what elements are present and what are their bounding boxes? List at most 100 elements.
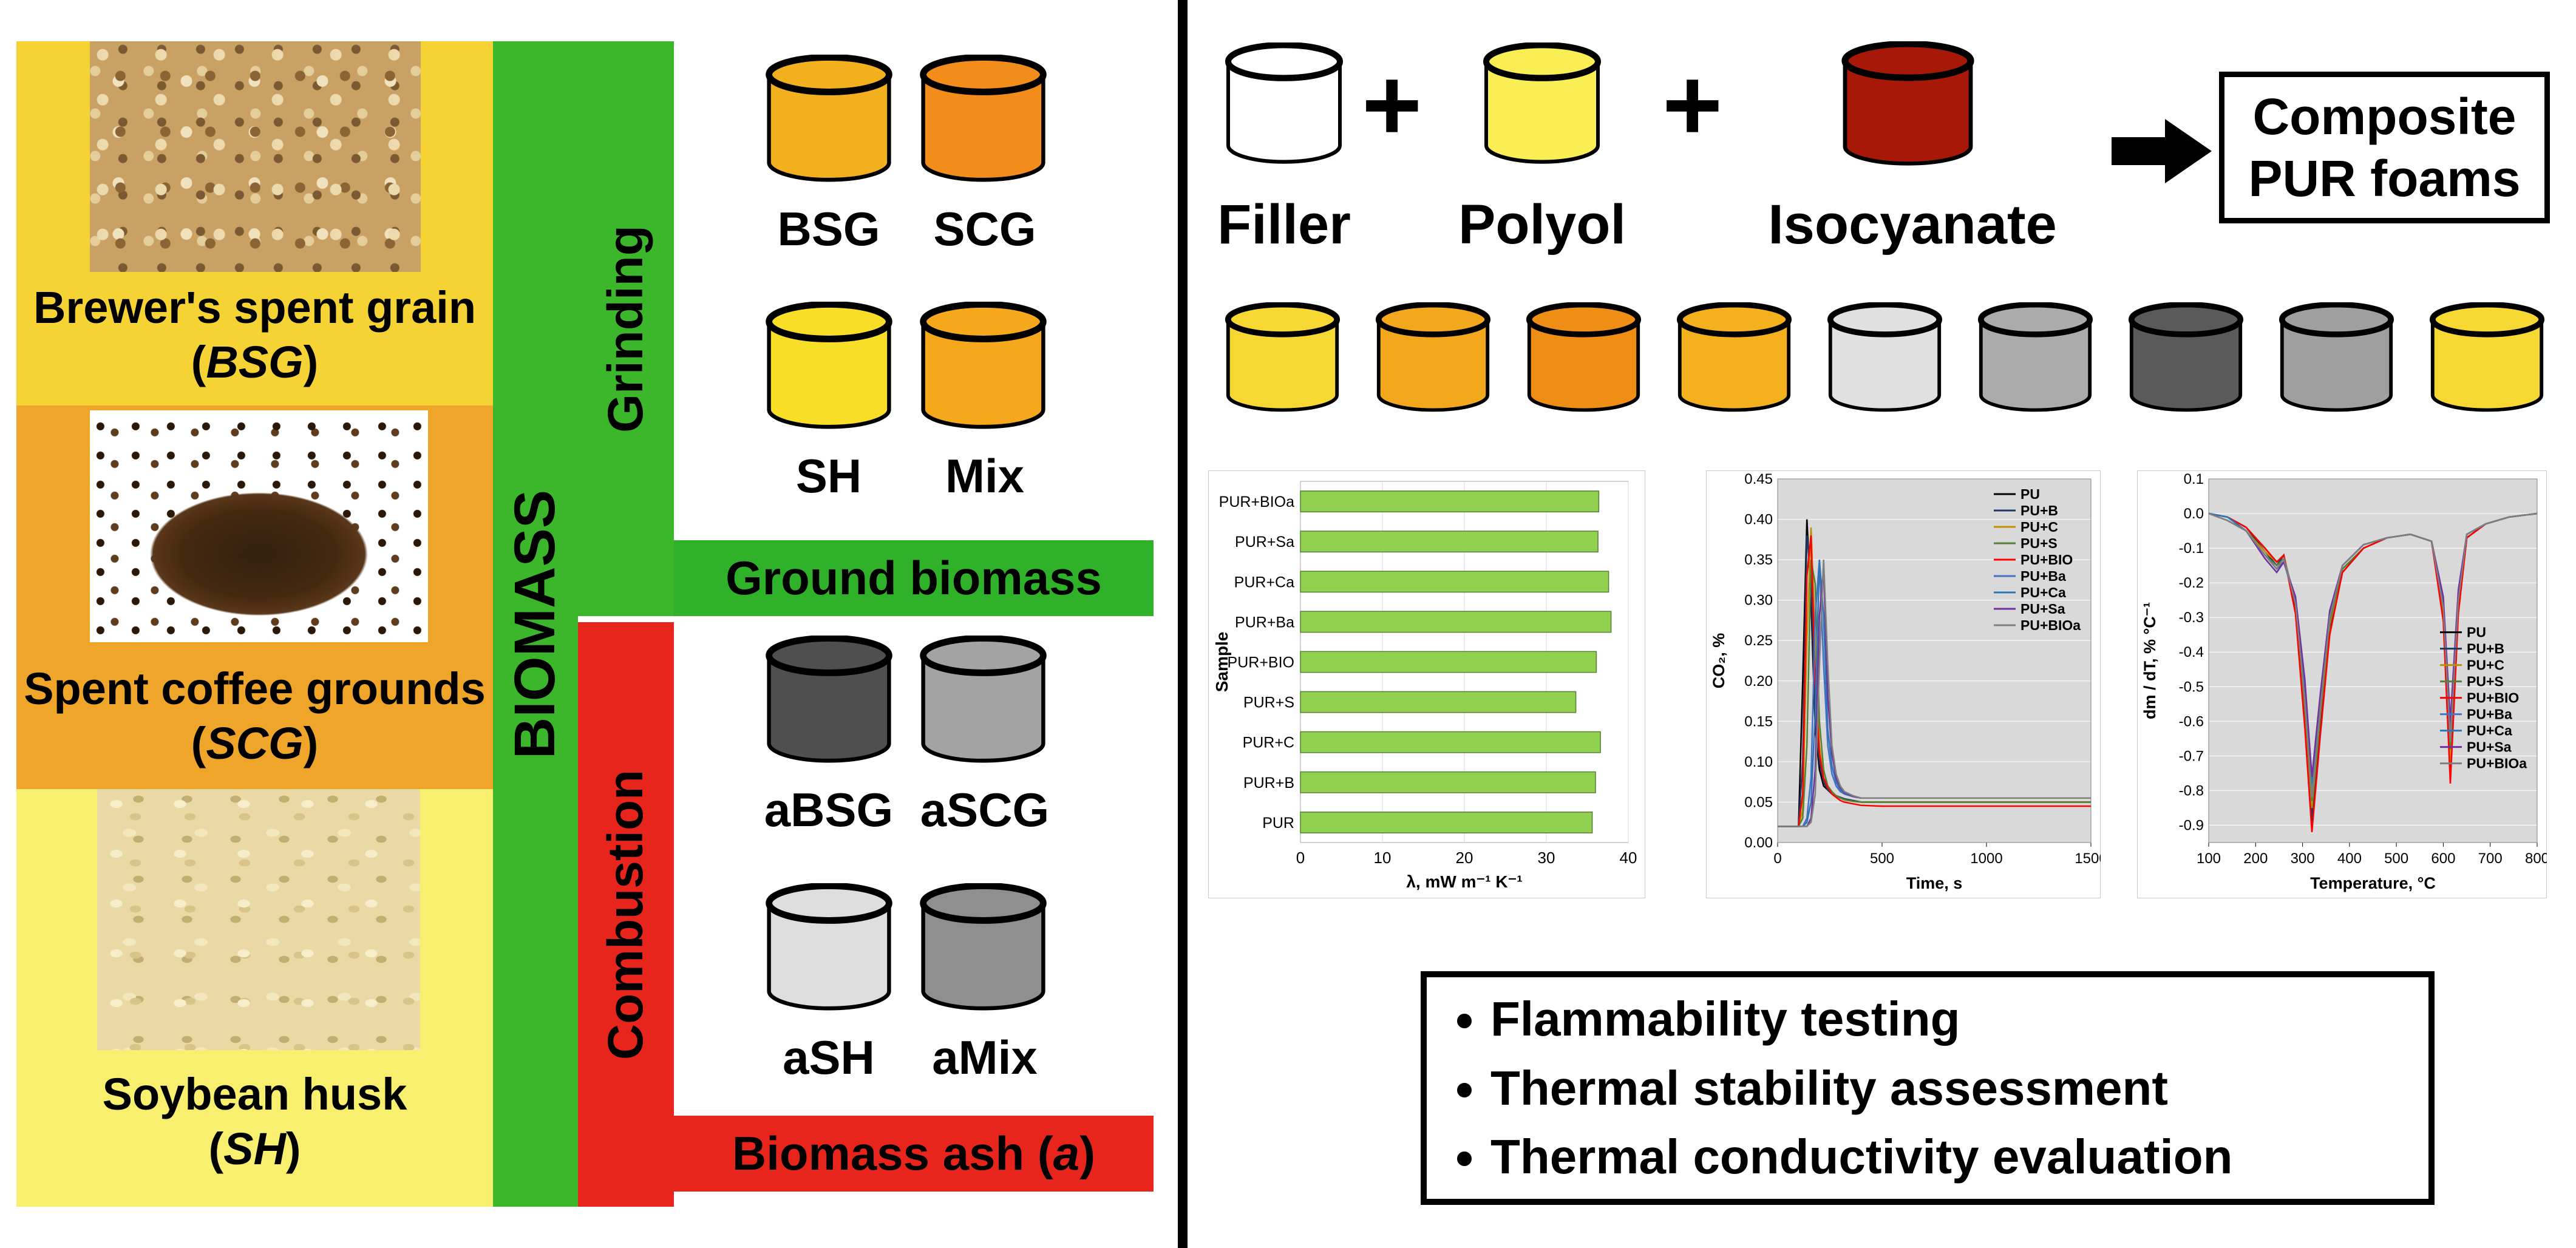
foam-cylinder-8 [2277, 302, 2396, 415]
svg-text:dm / dT, % °C⁻¹: dm / dT, % °C⁻¹ [2141, 602, 2159, 719]
sh-label-text: Soybean husk ( [102, 1069, 407, 1175]
svg-text:PU+B: PU+B [2020, 503, 2058, 518]
result-line2: PUR foams [2248, 150, 2521, 207]
foam-cylinder-9 [2428, 302, 2546, 415]
svg-text:0.1: 0.1 [2184, 471, 2204, 487]
svg-text:PUR+Ba: PUR+Ba [1235, 614, 1294, 631]
svg-text:PUR+Sa: PUR+Sa [1235, 534, 1294, 551]
svg-text:Sample: Sample [1212, 632, 1231, 693]
svg-text:PU+S: PU+S [2467, 674, 2504, 690]
svg-text:0: 0 [1296, 849, 1305, 867]
svg-text:-0.6: -0.6 [2179, 713, 2204, 730]
svg-text:-0.8: -0.8 [2179, 782, 2204, 799]
bsg-label-text: Brewer's spent grain ( [33, 282, 477, 388]
svg-text:0.40: 0.40 [1744, 512, 1773, 528]
scg-label-close: ) [303, 718, 319, 769]
dtg-thermal-stability-chart: 0.1 0.0 -0.1 -0.2 -0.3 -0.4 -0.5 -0.6 -0.7 -0.8 -0… [2137, 470, 2547, 898]
ascg-cylinder-label: aSCG [920, 783, 1050, 836]
svg-text:1500: 1500 [2075, 850, 2101, 867]
svg-text:-0.7: -0.7 [2179, 748, 2204, 764]
bullet-item: Thermal stability assessment [1490, 1054, 2233, 1123]
svg-text:PUR+BIOa: PUR+BIOa [1219, 493, 1294, 510]
svg-text:PUR+BIO: PUR+BIO [1228, 654, 1294, 671]
absg-cylinder-label: aBSG [764, 783, 894, 836]
biomass-bar: BIOMASS [493, 41, 578, 1207]
svg-text:PU+Ba: PU+Ba [2020, 568, 2066, 584]
isocyanate-label: Isocyanate [1768, 194, 2057, 256]
svg-text:-0.4: -0.4 [2179, 644, 2204, 660]
svg-text:-0.1: -0.1 [2179, 540, 2204, 557]
svg-text:PU+BIO: PU+BIO [2467, 690, 2519, 706]
ash-cylinder-label: aSH [783, 1031, 875, 1084]
scg-cylinder [918, 53, 1048, 185]
svg-text:-0.5: -0.5 [2179, 679, 2204, 695]
svg-text:-0.9: -0.9 [2179, 818, 2204, 834]
foam-cylinder-2 [1374, 302, 1492, 415]
svg-text:PU+BIOa: PU+BIOa [2020, 617, 2081, 633]
svg-text:1000: 1000 [1970, 850, 2002, 867]
foam-cylinder-7 [2127, 302, 2245, 415]
bsg-cylinder-label: BSG [777, 202, 880, 256]
svg-text:PU+Ca: PU+Ca [2467, 723, 2512, 739]
scg-photo [90, 410, 428, 642]
sh-label: Soybean husk (SH) [101, 1067, 408, 1177]
foam-cylinder-4 [1675, 302, 1793, 415]
svg-text:0.0: 0.0 [2184, 506, 2204, 522]
svg-text:PUR: PUR [1262, 815, 1294, 832]
svg-text:0.15: 0.15 [1744, 713, 1773, 730]
ascg-cylinder [918, 634, 1048, 766]
svg-text:PUR+Ca: PUR+Ca [1234, 574, 1294, 591]
svg-text:Time, s: Time, s [1906, 874, 1963, 892]
svg-text:-0.2: -0.2 [2179, 575, 2204, 591]
scg-label: Spent coffee grounds (SCG) [16, 662, 493, 772]
biomass-bar-label: BIOMASS [503, 489, 568, 759]
svg-text:0.20: 0.20 [1744, 673, 1773, 690]
foam-cylinder-3 [1524, 302, 1643, 415]
bsg-label: Brewer's spent grain (BSG) [16, 280, 493, 390]
testing-bullet-list: Flammability testing Thermal stability a… [1490, 985, 2233, 1192]
amix-cylinder-label: aMix [932, 1031, 1038, 1084]
svg-text:20: 20 [1456, 849, 1473, 867]
grinding-block: Grinding [578, 41, 674, 616]
ash-banner-close: ) [1079, 1127, 1096, 1180]
composite-pur-foams-box: Composite PUR foams [2219, 72, 2550, 223]
sh-cylinder [764, 300, 894, 432]
combustion-label: Combustion [598, 769, 653, 1060]
scg-abbr: SCG [206, 718, 304, 769]
svg-text:0.00: 0.00 [1744, 835, 1773, 851]
thermal-conductivity-chart: 0 10 20 30 40 PUR+BIOa PUR+Sa PUR+Ca PUR+Ba PUR+B… [1208, 470, 1645, 898]
svg-text:CO₂, %: CO₂, % [1710, 633, 1728, 689]
bsg-cylinder [764, 53, 894, 185]
bullet-item: Thermal conductivity evaluation [1490, 1122, 2233, 1192]
svg-text:0.05: 0.05 [1744, 794, 1773, 810]
svg-text:200: 200 [2243, 850, 2268, 867]
foam-cylinder-6 [1976, 302, 2095, 415]
absg-cylinder [764, 634, 894, 766]
svg-text:λ, mW m⁻¹ K⁻¹: λ, mW m⁻¹ K⁻¹ [1406, 872, 1522, 891]
svg-text:800: 800 [2525, 850, 2547, 867]
foam-cylinder-5 [1826, 302, 1944, 415]
mix-cylinder [918, 300, 1048, 432]
svg-text:PUR+B: PUR+B [1243, 775, 1294, 792]
combustion-block: Combustion [578, 622, 674, 1207]
arrow-icon [2112, 119, 2212, 183]
svg-text:PU+BIO: PU+BIO [2020, 552, 2073, 568]
svg-text:PU+B: PU+B [2467, 641, 2504, 657]
isocyanate-cylinder [1840, 40, 1976, 169]
svg-text:PU+S: PU+S [2020, 535, 2058, 551]
svg-text:0.10: 0.10 [1744, 754, 1773, 770]
mix-cylinder-label: Mix [945, 449, 1025, 503]
svg-text:10: 10 [1374, 849, 1392, 867]
svg-text:0.35: 0.35 [1744, 552, 1773, 568]
foam-sample-row [1223, 302, 2546, 415]
amix-cylinder [918, 882, 1048, 1014]
co2-emission-chart: 0.00 0.05 0.10 0.15 0.20 0.25 0.30 0.35 0.40 0.45… [1706, 470, 2101, 898]
svg-text:0.45: 0.45 [1744, 471, 1773, 487]
center-divider [1178, 0, 1188, 1248]
svg-text:-0.3: -0.3 [2179, 609, 2204, 626]
svg-text:PU+C: PU+C [2020, 519, 2058, 535]
bsg-label-close: ) [303, 337, 319, 388]
foam-cylinder-1 [1223, 302, 1342, 415]
scg-cylinder-label: SCG [933, 202, 1036, 256]
